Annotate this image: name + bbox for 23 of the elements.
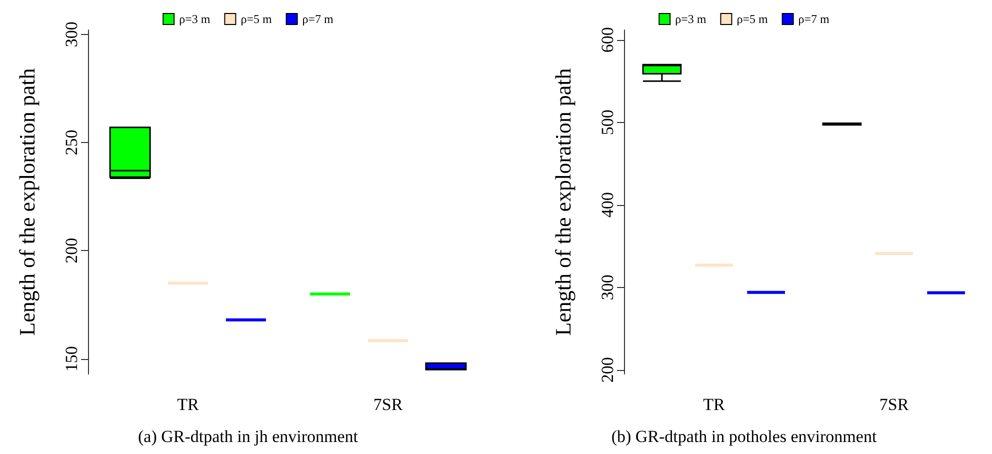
x-tick-label: 7SR — [373, 395, 404, 414]
legend-label: ρ=3 m — [675, 12, 707, 26]
legend-label: ρ=3 m — [179, 12, 211, 26]
text: (a) GR-dtpath in jh environment — [138, 427, 358, 446]
y-tick-label: 300 — [62, 22, 81, 48]
y-tick-label: 600 — [598, 27, 617, 53]
y-tick-label: 500 — [598, 110, 617, 136]
x-tick-label: 7SR — [879, 395, 910, 414]
y-tick-label: 150 — [62, 346, 81, 372]
y-tick-label: 200 — [62, 238, 81, 264]
y-tick-label: 200 — [598, 357, 617, 383]
text: (b) GR-dtpath in potholes environment — [611, 427, 877, 446]
legend-label: ρ=7 m — [302, 12, 334, 26]
y-tick-label: 300 — [598, 274, 617, 300]
legend-label: ρ=7 m — [798, 12, 830, 26]
legend-label: ρ=5 m — [736, 12, 768, 26]
y-tick-label: 250 — [62, 130, 81, 156]
x-tick-label: TR — [703, 395, 726, 414]
x-tick-label: TR — [177, 395, 200, 414]
y-tick-label: 400 — [598, 192, 617, 218]
legend-label: ρ=5 m — [240, 12, 272, 26]
y-axis-title: Length of the exploration path — [550, 68, 576, 336]
y-axis-title: Length of the exploration path — [14, 68, 40, 336]
